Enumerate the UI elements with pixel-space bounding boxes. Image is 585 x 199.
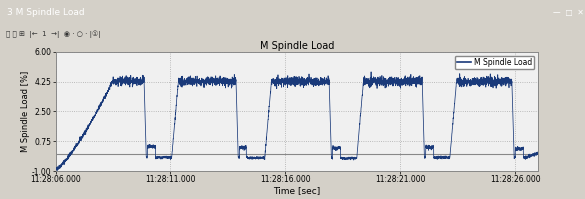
Legend: M Spindle Load: M Spindle Load	[455, 56, 534, 69]
Title: M Spindle Load: M Spindle Load	[260, 41, 334, 51]
Text: —  □  ✕: — □ ✕	[553, 8, 584, 17]
Text: 🔍 📋 ⊞  |←  1  →|  ◉ · ○ · |①|: 🔍 📋 ⊞ |← 1 →| ◉ · ○ · |①|	[6, 30, 101, 38]
Text: 3 M Spindle Load: 3 M Spindle Load	[7, 8, 85, 17]
Y-axis label: M Spindle Load [%]: M Spindle Load [%]	[22, 71, 30, 152]
X-axis label: Time [sec]: Time [sec]	[273, 186, 321, 195]
